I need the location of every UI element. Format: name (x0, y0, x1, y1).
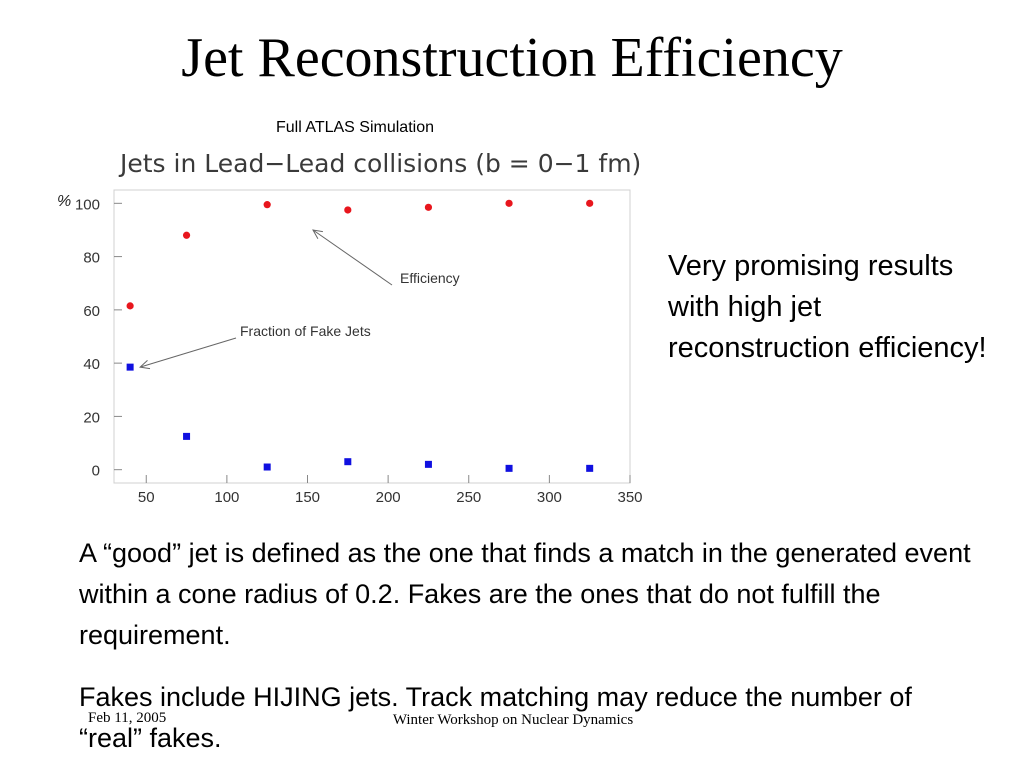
x-tick-label: 250 (456, 489, 481, 506)
annotation-label: Efficiency (400, 270, 460, 286)
slide-title: Jet Reconstruction Efficiency (181, 27, 843, 89)
annotation-arrowhead (139, 359, 151, 370)
simulation-label: Full ATLAS Simulation (276, 119, 434, 136)
good-jet-definition: A “good” jet is defined as the one that … (79, 538, 971, 650)
scatter-chart: Jets in Lead−Lead collisions (b = 0−1 fm… (57, 149, 643, 506)
efficiency-point (586, 199, 594, 207)
annotation-arrow (139, 337, 237, 368)
annotation-arrowhead (312, 229, 323, 239)
efficiency-point (424, 203, 433, 211)
y-tick-label: 80 (83, 250, 100, 267)
chart-annotations: Efficiency Fraction of Fake Jets (139, 229, 460, 370)
fake-jets-point (344, 458, 352, 466)
footer-date: Feb 11, 2005 (88, 710, 167, 726)
fake-jets-point (424, 460, 432, 468)
annotation-label: Fraction of Fake Jets (240, 323, 371, 339)
y-tick-label: 60 (83, 303, 100, 320)
efficiency-point (344, 206, 352, 214)
fake-jets-point (505, 464, 513, 472)
x-tick-label: 300 (537, 489, 562, 506)
x-tick-label: 100 (214, 489, 239, 506)
efficiency-point (126, 302, 134, 310)
fake-jets-point (586, 464, 594, 472)
x-tick-label: 200 (376, 489, 401, 506)
efficiency-point (182, 231, 191, 239)
summary-callout: Very promising results with high jet rec… (668, 250, 987, 364)
x-axis-ticks: 50 100 150 200 250 300 350 (138, 475, 643, 506)
x-tick-label: 150 (295, 489, 320, 506)
chart-title: Jets in Lead−Lead collisions (b = 0−1 fm… (118, 149, 641, 178)
annotation-arrow (312, 229, 393, 286)
x-tick-label: 50 (138, 489, 155, 506)
fake-jets-point (126, 363, 134, 371)
y-axis-label: % (57, 193, 71, 210)
data-points (126, 199, 594, 472)
y-tick-label: 20 (83, 409, 100, 426)
y-tick-label: 40 (83, 356, 100, 373)
efficiency-point (505, 199, 513, 207)
x-tick-label: 350 (617, 489, 642, 506)
footer-event: Winter Workshop on Nuclear Dynamics (392, 712, 634, 728)
plot-frame (113, 189, 631, 484)
fake-jets-point (183, 432, 191, 440)
y-tick-label: 100 (75, 196, 100, 213)
efficiency-point (263, 201, 271, 209)
y-axis-ticks: 0 20 40 60 80 100 (75, 196, 122, 480)
y-tick-label: 0 (92, 463, 100, 480)
fake-jets-point (263, 463, 271, 471)
fakes-note: Fakes include HIJING jets. Track matchin… (79, 682, 912, 753)
